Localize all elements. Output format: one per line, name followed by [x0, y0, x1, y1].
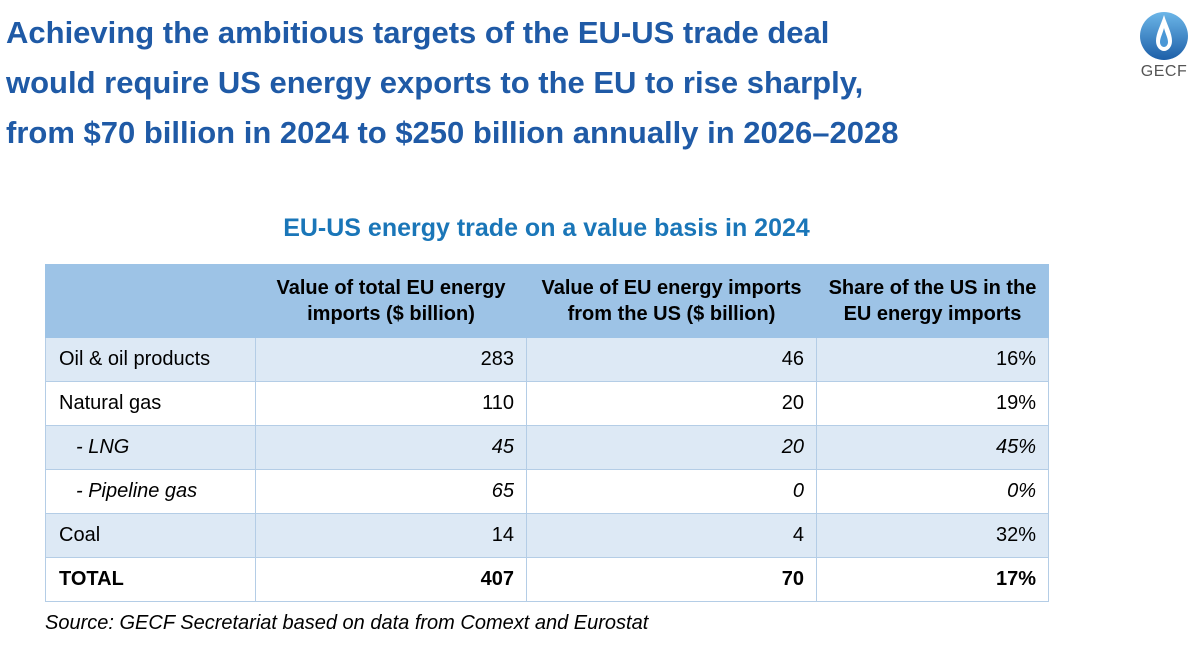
table-row: Natural gas 110 20 19%	[45, 381, 1049, 426]
cell-us-imports: 70	[526, 557, 817, 602]
header-category	[45, 264, 256, 338]
cell-us-imports: 0	[526, 469, 817, 514]
total-row: TOTAL 407 70 17%	[45, 557, 1049, 602]
cell-total-imports: 14	[255, 513, 527, 558]
cell-us-share: 17%	[816, 557, 1049, 602]
logo-text: GECF	[1140, 63, 1188, 80]
table-title: EU-US energy trade on a value basis in 2…	[283, 214, 810, 242]
cell-us-imports: 20	[526, 425, 817, 470]
row-label: Natural gas	[45, 381, 256, 426]
cell-us-share: 45%	[816, 425, 1049, 470]
header-us-share: Share of the US in the EU energy imports	[816, 264, 1049, 338]
cell-us-share: 32%	[816, 513, 1049, 558]
cell-total-imports: 283	[255, 337, 527, 382]
headline-line-1: Achieving the ambitious targets of the E…	[6, 15, 830, 50]
energy-trade-table: Value of total EU energy imports ($ bill…	[45, 264, 1049, 602]
row-label: Coal	[45, 513, 256, 558]
cell-us-imports: 4	[526, 513, 817, 558]
row-label: TOTAL	[45, 557, 256, 602]
cell-us-share: 16%	[816, 337, 1049, 382]
header-row: Value of total EU energy imports ($ bill…	[45, 264, 1049, 338]
row-label: Oil & oil products	[45, 337, 256, 382]
headline-line-2: would require US energy exports to the E…	[6, 65, 864, 100]
cell-total-imports: 45	[255, 425, 527, 470]
table-row: Coal 14 4 32%	[45, 513, 1049, 558]
row-label: - Pipeline gas	[45, 469, 256, 514]
cell-total-imports: 407	[255, 557, 527, 602]
cell-us-share: 19%	[816, 381, 1049, 426]
cell-us-imports: 46	[526, 337, 817, 382]
header-us-imports: Value of EU energy imports from the US (…	[526, 264, 817, 338]
headline: Achieving the ambitious targets of the E…	[6, 8, 1106, 158]
header-total-imports: Value of total EU energy imports ($ bill…	[255, 264, 527, 338]
table-row: - LNG 45 20 45%	[45, 425, 1049, 470]
row-label: - LNG	[45, 425, 256, 470]
gecf-logo: GECF	[1136, 10, 1192, 90]
flame-drop-icon	[1140, 12, 1188, 60]
headline-line-3: from $70 billion in 2024 to $250 billion…	[6, 115, 899, 150]
table-row: Oil & oil products 283 46 16%	[45, 337, 1049, 382]
cell-us-share: 0%	[816, 469, 1049, 514]
source-note: Source: GECF Secretariat based on data f…	[45, 612, 649, 634]
cell-total-imports: 65	[255, 469, 527, 514]
cell-us-imports: 20	[526, 381, 817, 426]
table-row: - Pipeline gas 65 0 0%	[45, 469, 1049, 514]
cell-total-imports: 110	[255, 381, 527, 426]
